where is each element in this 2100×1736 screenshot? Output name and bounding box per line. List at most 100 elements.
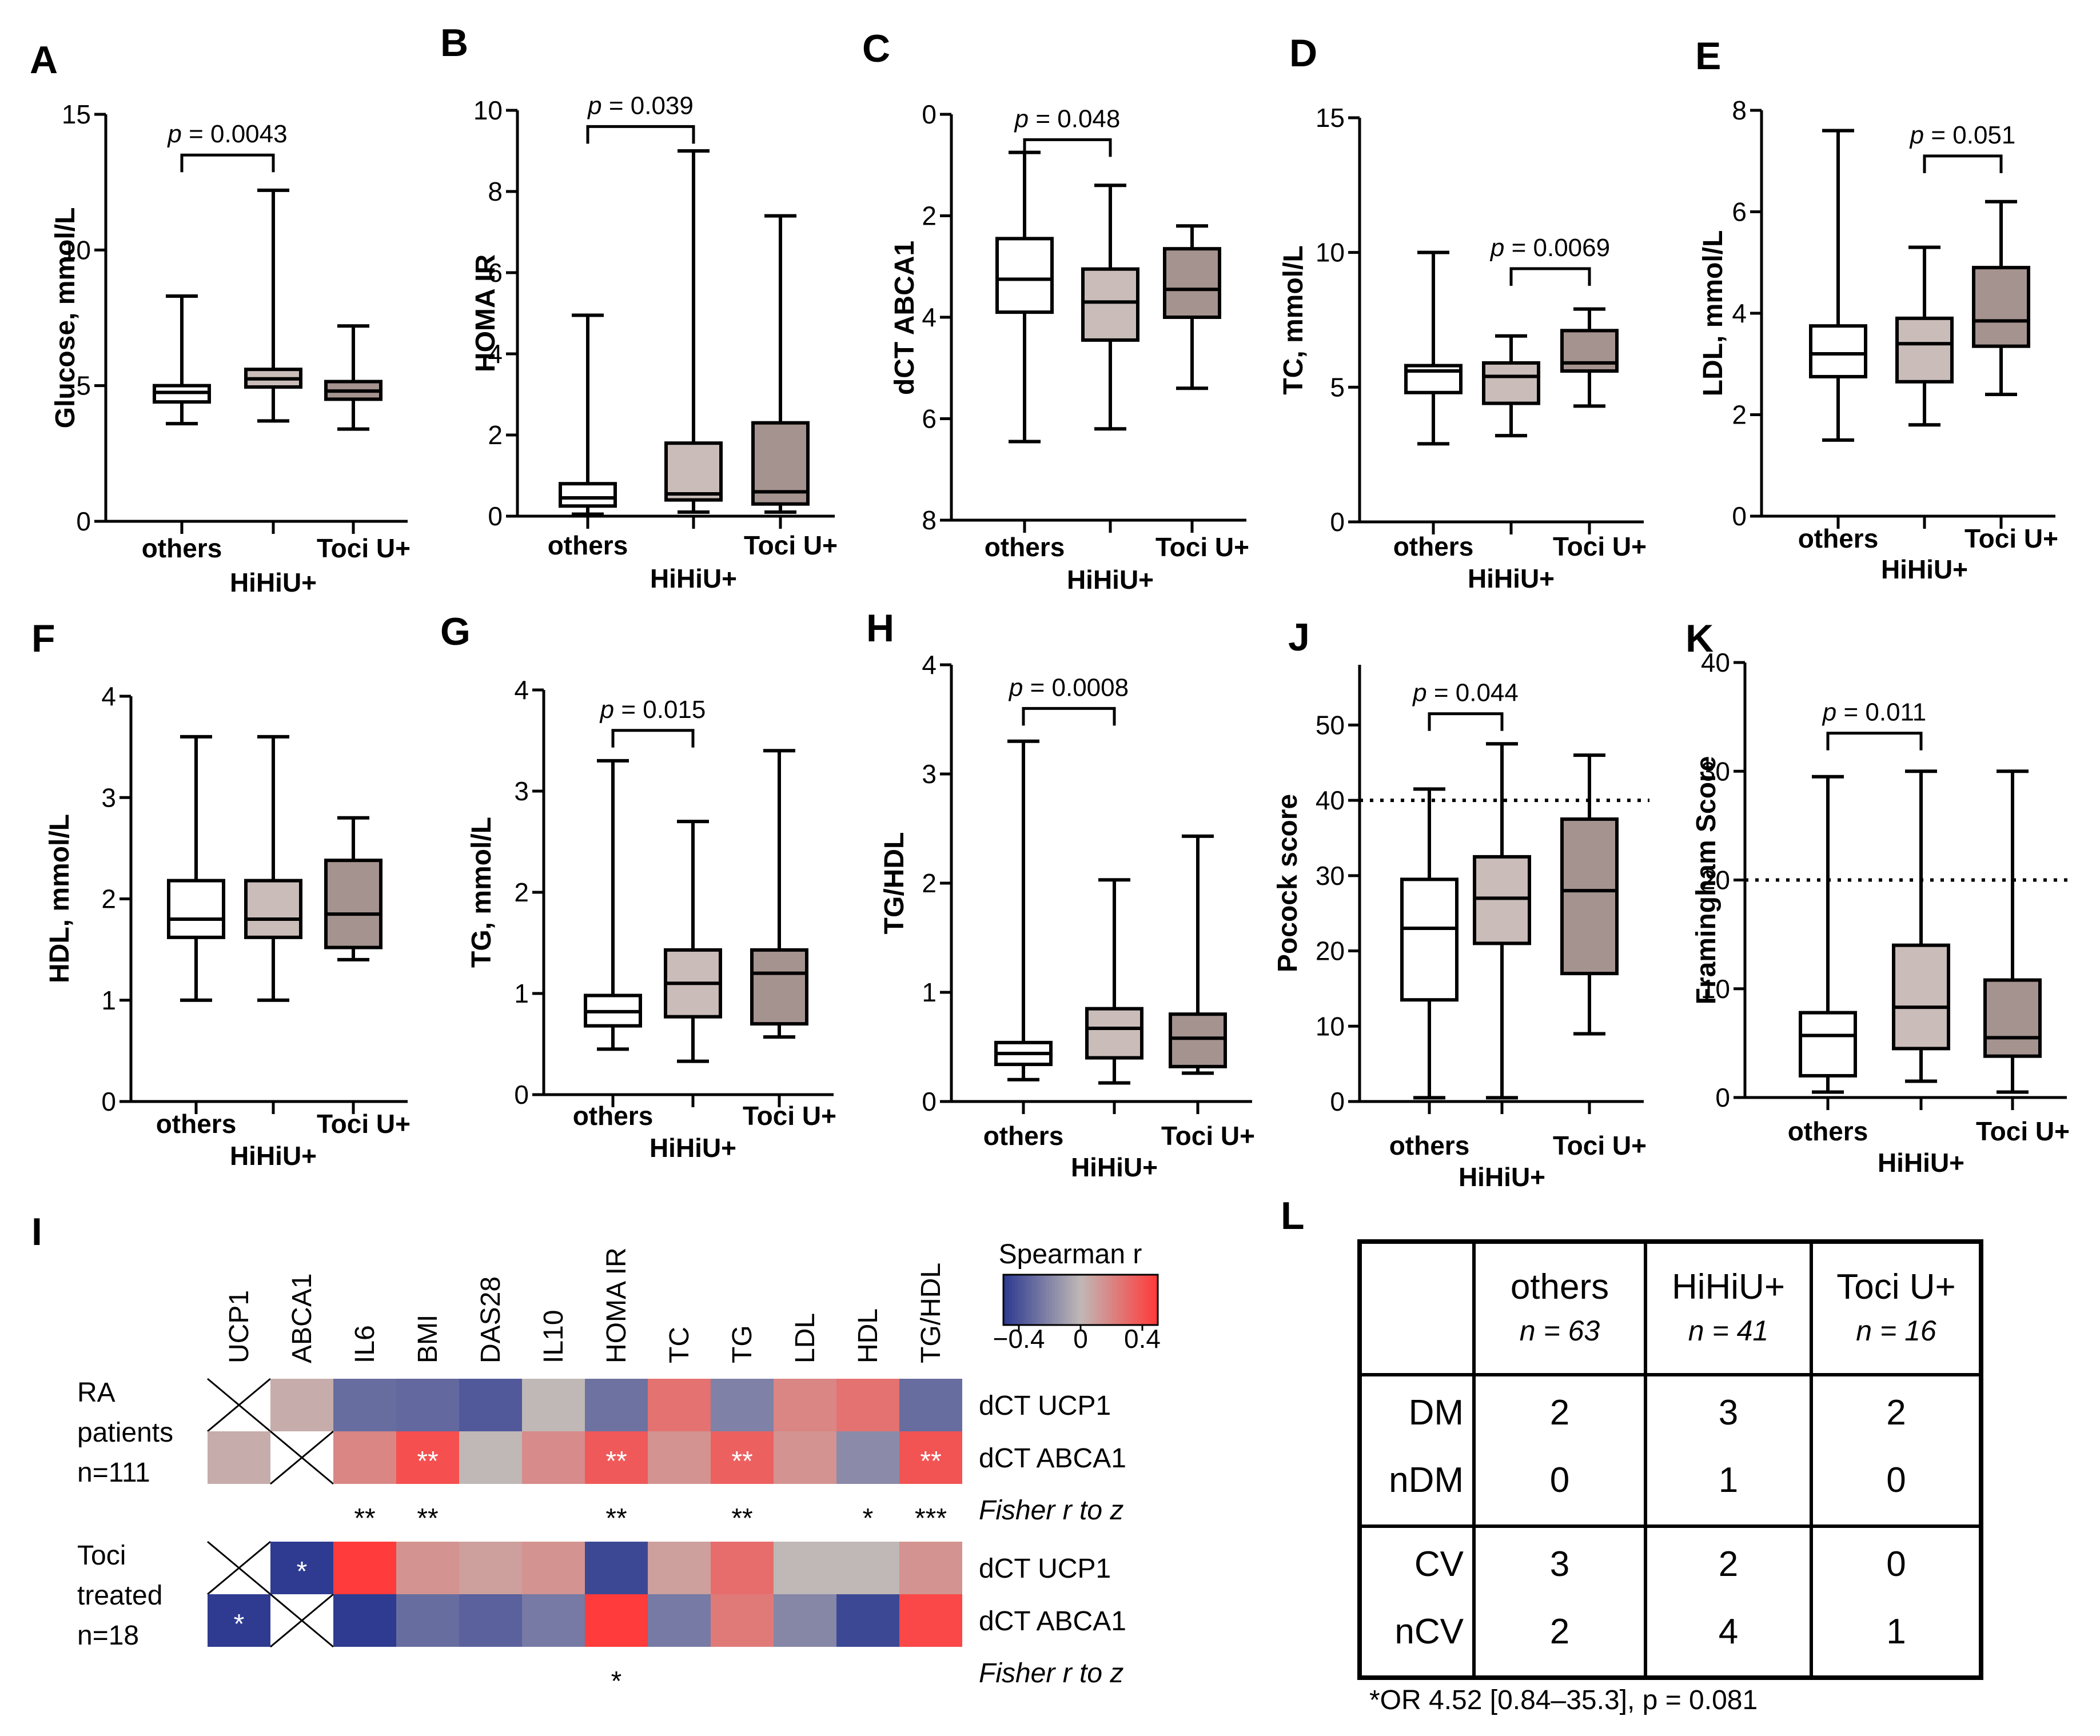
box-iqr (559, 482, 617, 508)
heatmap-cell (585, 1542, 648, 1594)
heatmap-column-label: LDL (790, 1313, 820, 1363)
y-tick-label: 8 (922, 505, 937, 535)
legend-gradient-step (1083, 1275, 1087, 1325)
heatmap-cross (207, 1541, 271, 1595)
significance-bracket (180, 153, 275, 173)
heatmap-column-label: HOMA IR (601, 1247, 632, 1363)
heatmap-cell (396, 1542, 459, 1594)
x-category-label: others (983, 1121, 1064, 1151)
x-category-label: Toci U+ (1964, 524, 2058, 553)
y-tick-label: 3 (514, 776, 529, 806)
heatmap-cell (208, 1594, 270, 1647)
legend-gradient-step (1135, 1275, 1138, 1325)
box-iqr (1895, 316, 1954, 384)
x-category-label: Toci U+ (317, 533, 411, 563)
box-others (994, 739, 1053, 1081)
heatmap-cell (522, 1431, 585, 1484)
y-tick-label: 2 (922, 201, 937, 231)
y-tick-label: 0 (1330, 507, 1345, 537)
table-cell: 2 (1550, 1612, 1569, 1651)
heatmap-column-label: IL10 (539, 1310, 569, 1363)
p-value-label: p = 0.0069 (1489, 234, 1610, 262)
box-iqr (244, 879, 302, 939)
table-row-label: nDM (1389, 1460, 1464, 1500)
heatmap-cell-star: ** (605, 1446, 627, 1476)
fisher-star: ** (605, 1503, 627, 1534)
heatmap-cell (270, 1379, 333, 1431)
y-tick-label: 30 (1316, 861, 1345, 891)
legend-gradient-step (1146, 1275, 1150, 1325)
y-tick-label: 20 (1701, 865, 1730, 895)
y-tick-label: 4 (514, 675, 529, 705)
significance-bracket (1022, 707, 1116, 726)
y-tick-label: 2 (514, 877, 529, 907)
x-category-label: HiHiU+ (1067, 565, 1154, 594)
x-category-label: HiHiU+ (1468, 564, 1555, 593)
heatmap-cell (899, 1594, 962, 1647)
y-tick-label: 20 (1316, 936, 1345, 966)
box-others (1400, 787, 1459, 1100)
box-toci-u- (751, 214, 810, 514)
heatmap-cell (836, 1379, 899, 1431)
heatmap-cell-star: * (297, 1557, 308, 1587)
legend-gradient-step (1072, 1275, 1075, 1325)
legend-gradient-step (1132, 1275, 1135, 1325)
box-iqr (1972, 266, 2030, 348)
legend-gradient-step (1049, 1275, 1053, 1325)
legend-gradient-step (1015, 1275, 1018, 1325)
heatmap-column-label: BMI (413, 1315, 443, 1363)
box-toci-u- (1560, 307, 1619, 408)
heatmap-cell (774, 1431, 836, 1484)
table-cell: 0 (1550, 1460, 1569, 1500)
y-axis-title: Pocock score (1273, 794, 1303, 972)
box-hihiu- (1085, 878, 1143, 1085)
x-category-label: HiHiU+ (230, 1141, 317, 1171)
heatmap-cell (522, 1379, 585, 1431)
legend-gradient-step (1018, 1275, 1021, 1325)
legend-gradient-step (1061, 1275, 1064, 1325)
legend-gradient-step (1103, 1275, 1107, 1325)
box-others (153, 294, 211, 426)
legend-tick-label: 0.4 (1124, 1324, 1161, 1354)
x-category-label: HiHiU+ (649, 1133, 736, 1163)
heatmap-cross (270, 1593, 334, 1648)
y-tick-label: 40 (1701, 648, 1730, 677)
y-axis-title: TC, mmol/L (1278, 245, 1309, 394)
x-category-label: Toci U+ (1553, 532, 1647, 561)
legend-gradient-step (1043, 1275, 1047, 1325)
heatmap-cross (207, 1378, 271, 1432)
y-tick-label: 6 (922, 404, 937, 434)
table-cell: 3 (1719, 1393, 1738, 1432)
panel-H: H 0 1 2 3 4 TG/HDL others Toci U+HiHiU+ p = 0.000… (866, 606, 1255, 1182)
heatmap-cell (396, 1594, 459, 1647)
box-iqr (664, 441, 723, 502)
panel-letter-I: I (31, 1210, 42, 1254)
y-tick-label: 1 (514, 979, 529, 1008)
box-iqr (167, 879, 225, 939)
panel-letter-B: B (440, 21, 468, 65)
fisher-star: ** (354, 1503, 375, 1534)
panel-B: B 0 2 4 6 8 10 HOMA IR others Toci U+HiHiU+ p = 0.… (440, 21, 838, 593)
legend-gradient-step (1052, 1275, 1055, 1325)
legend-gradient-step (1023, 1275, 1027, 1325)
legend-gradient-step (1055, 1275, 1058, 1325)
y-tick-label: 2 (488, 420, 503, 450)
heatmap-row-label: dCT UCP1 (979, 1391, 1111, 1421)
box-others (1799, 775, 1857, 1094)
x-category-label: Toci U+ (1155, 532, 1249, 562)
fisher-label: Fisher r to z (979, 1495, 1123, 1526)
y-tick-label: 0 (922, 1087, 937, 1116)
heatmap-cell (836, 1594, 899, 1647)
x-category-label: Toci U+ (1976, 1116, 2070, 1146)
panel-letter-A: A (30, 38, 58, 82)
x-category-label: others (573, 1101, 653, 1131)
box-iqr (1473, 855, 1531, 945)
legend-gradient-step (1143, 1275, 1147, 1325)
panel-letter-K: K (1685, 617, 1714, 660)
y-tick-label: 0 (922, 99, 937, 129)
significance-bracket (586, 125, 695, 144)
heatmap-cell (333, 1379, 396, 1431)
legend-gradient-step (1086, 1275, 1090, 1325)
